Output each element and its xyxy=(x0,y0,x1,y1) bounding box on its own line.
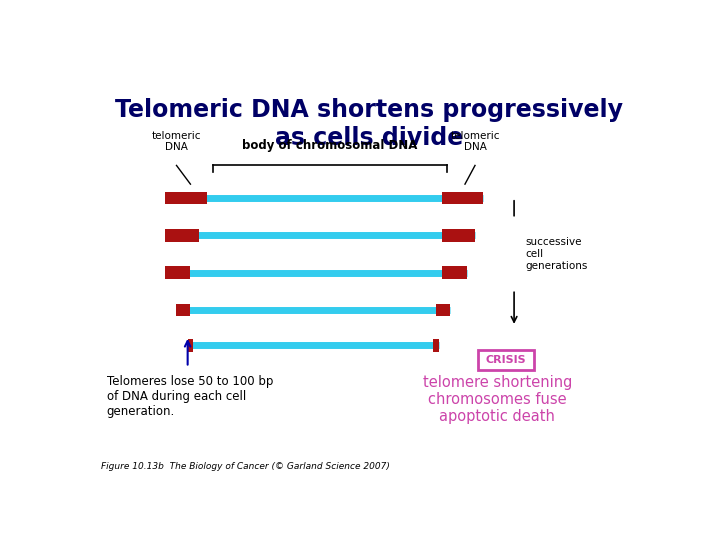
Text: body of chromosomal DNA: body of chromosomal DNA xyxy=(242,139,418,152)
Text: successive
cell
generations: successive cell generations xyxy=(526,238,588,271)
Bar xyxy=(478,350,534,370)
Text: Telomeres lose 50 to 100 bp
of DNA during each cell
generation.: Telomeres lose 50 to 100 bp of DNA durin… xyxy=(107,375,273,417)
Bar xyxy=(188,339,193,352)
Text: telomeric
DNA: telomeric DNA xyxy=(152,131,202,152)
Text: CRISIS: CRISIS xyxy=(485,355,526,365)
Text: telomeric
DNA: telomeric DNA xyxy=(450,131,500,152)
Bar xyxy=(441,266,467,279)
Text: Telomeric DNA shortens progressively
as cells divide: Telomeric DNA shortens progressively as … xyxy=(115,98,623,150)
Bar xyxy=(441,192,483,204)
Bar xyxy=(441,229,475,241)
Bar xyxy=(433,339,438,352)
Text: telomere shortening
chromosomes fuse
apoptotic death: telomere shortening chromosomes fuse apo… xyxy=(423,375,572,424)
Bar xyxy=(166,229,199,241)
Bar xyxy=(176,304,190,316)
Bar xyxy=(436,304,450,316)
Text: Figure 10.13b  The Biology of Cancer (© Garland Science 2007): Figure 10.13b The Biology of Cancer (© G… xyxy=(101,462,390,471)
Bar xyxy=(166,192,207,204)
Bar xyxy=(166,266,190,279)
